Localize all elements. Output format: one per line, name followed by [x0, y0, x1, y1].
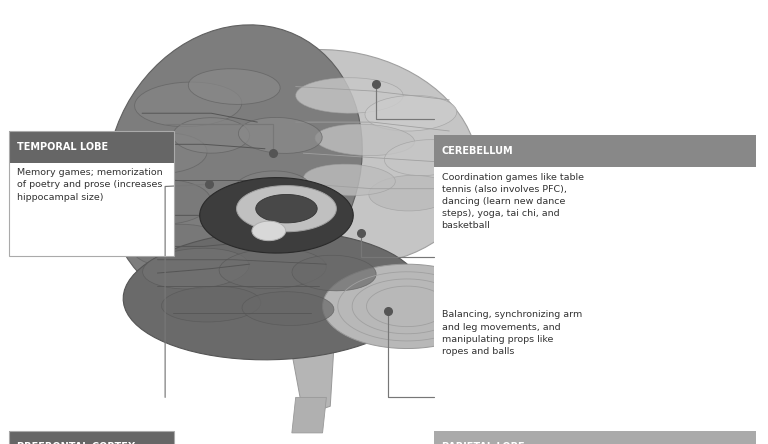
FancyBboxPatch shape [434, 305, 756, 425]
Polygon shape [190, 50, 478, 266]
Text: PREFRONTAL CORTEX: PREFRONTAL CORTEX [17, 442, 135, 444]
Text: BASAL GANGLIA: BASAL GANGLIA [442, 284, 530, 294]
Text: Memory games; memorization
of poetry and prose (increases
hippocampal size): Memory games; memorization of poetry and… [17, 168, 163, 202]
Polygon shape [131, 224, 230, 269]
Polygon shape [242, 292, 334, 325]
Polygon shape [237, 186, 336, 232]
Polygon shape [365, 95, 457, 131]
Polygon shape [219, 249, 326, 289]
Polygon shape [238, 117, 323, 153]
Polygon shape [234, 171, 311, 206]
Polygon shape [369, 175, 453, 211]
Polygon shape [292, 255, 376, 291]
FancyBboxPatch shape [9, 163, 174, 256]
Text: TEMPORAL LOBE: TEMPORAL LOBE [17, 142, 108, 152]
Polygon shape [143, 248, 249, 289]
Polygon shape [384, 140, 468, 176]
Polygon shape [123, 231, 422, 360]
Text: CEREBELLUM: CEREBELLUM [442, 147, 513, 156]
Text: Balancing, synchronizing arm
and leg movements, and
manipulating props like
rope: Balancing, synchronizing arm and leg mov… [442, 310, 582, 356]
Polygon shape [292, 397, 326, 433]
Circle shape [252, 221, 286, 241]
Polygon shape [296, 78, 403, 113]
Text: Coordination games like table
tennis (also involves PFC),
dancing (learn new dan: Coordination games like table tennis (al… [442, 173, 584, 230]
Polygon shape [123, 133, 207, 173]
Polygon shape [134, 82, 242, 127]
Polygon shape [188, 69, 280, 104]
Text: PARIETAL LOBE: PARIETAL LOBE [442, 442, 525, 444]
Polygon shape [173, 118, 250, 153]
Polygon shape [303, 164, 396, 195]
Polygon shape [323, 264, 492, 349]
FancyBboxPatch shape [9, 431, 174, 444]
Polygon shape [161, 286, 261, 322]
Polygon shape [256, 194, 317, 223]
FancyBboxPatch shape [434, 431, 756, 444]
FancyBboxPatch shape [9, 131, 174, 163]
Polygon shape [200, 178, 353, 253]
Polygon shape [119, 180, 211, 224]
Polygon shape [315, 124, 415, 155]
FancyBboxPatch shape [434, 135, 756, 167]
FancyBboxPatch shape [434, 273, 756, 305]
Polygon shape [292, 344, 334, 415]
FancyBboxPatch shape [434, 167, 756, 314]
Polygon shape [106, 25, 362, 308]
